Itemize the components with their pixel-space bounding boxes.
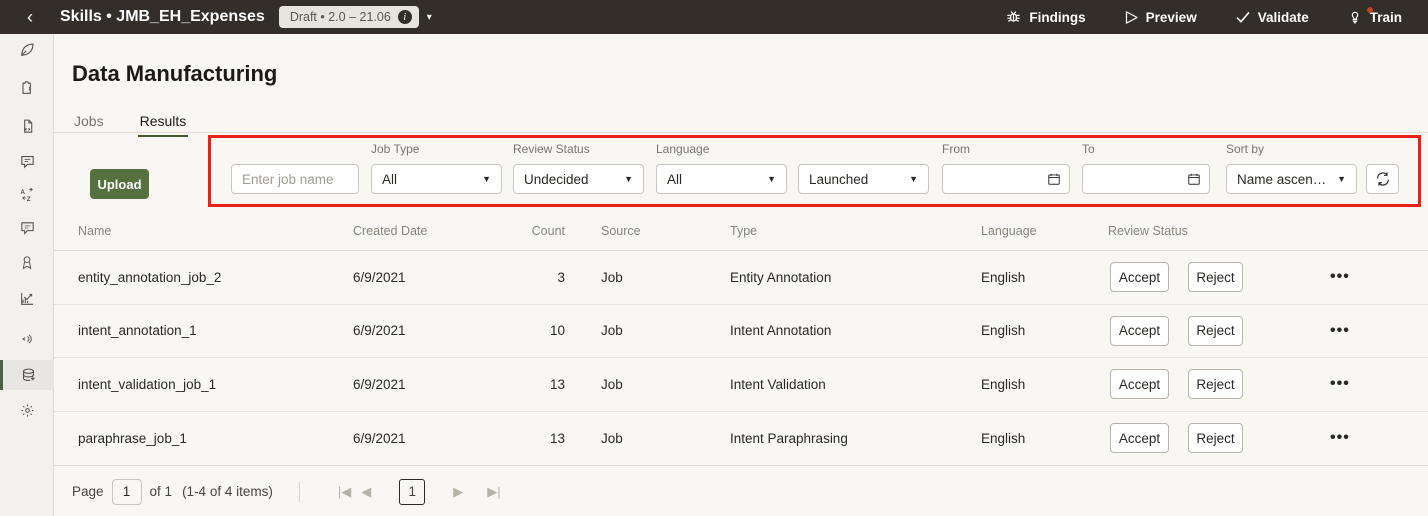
svg-text:A: A	[20, 188, 25, 195]
svg-text:Z: Z	[26, 195, 30, 202]
